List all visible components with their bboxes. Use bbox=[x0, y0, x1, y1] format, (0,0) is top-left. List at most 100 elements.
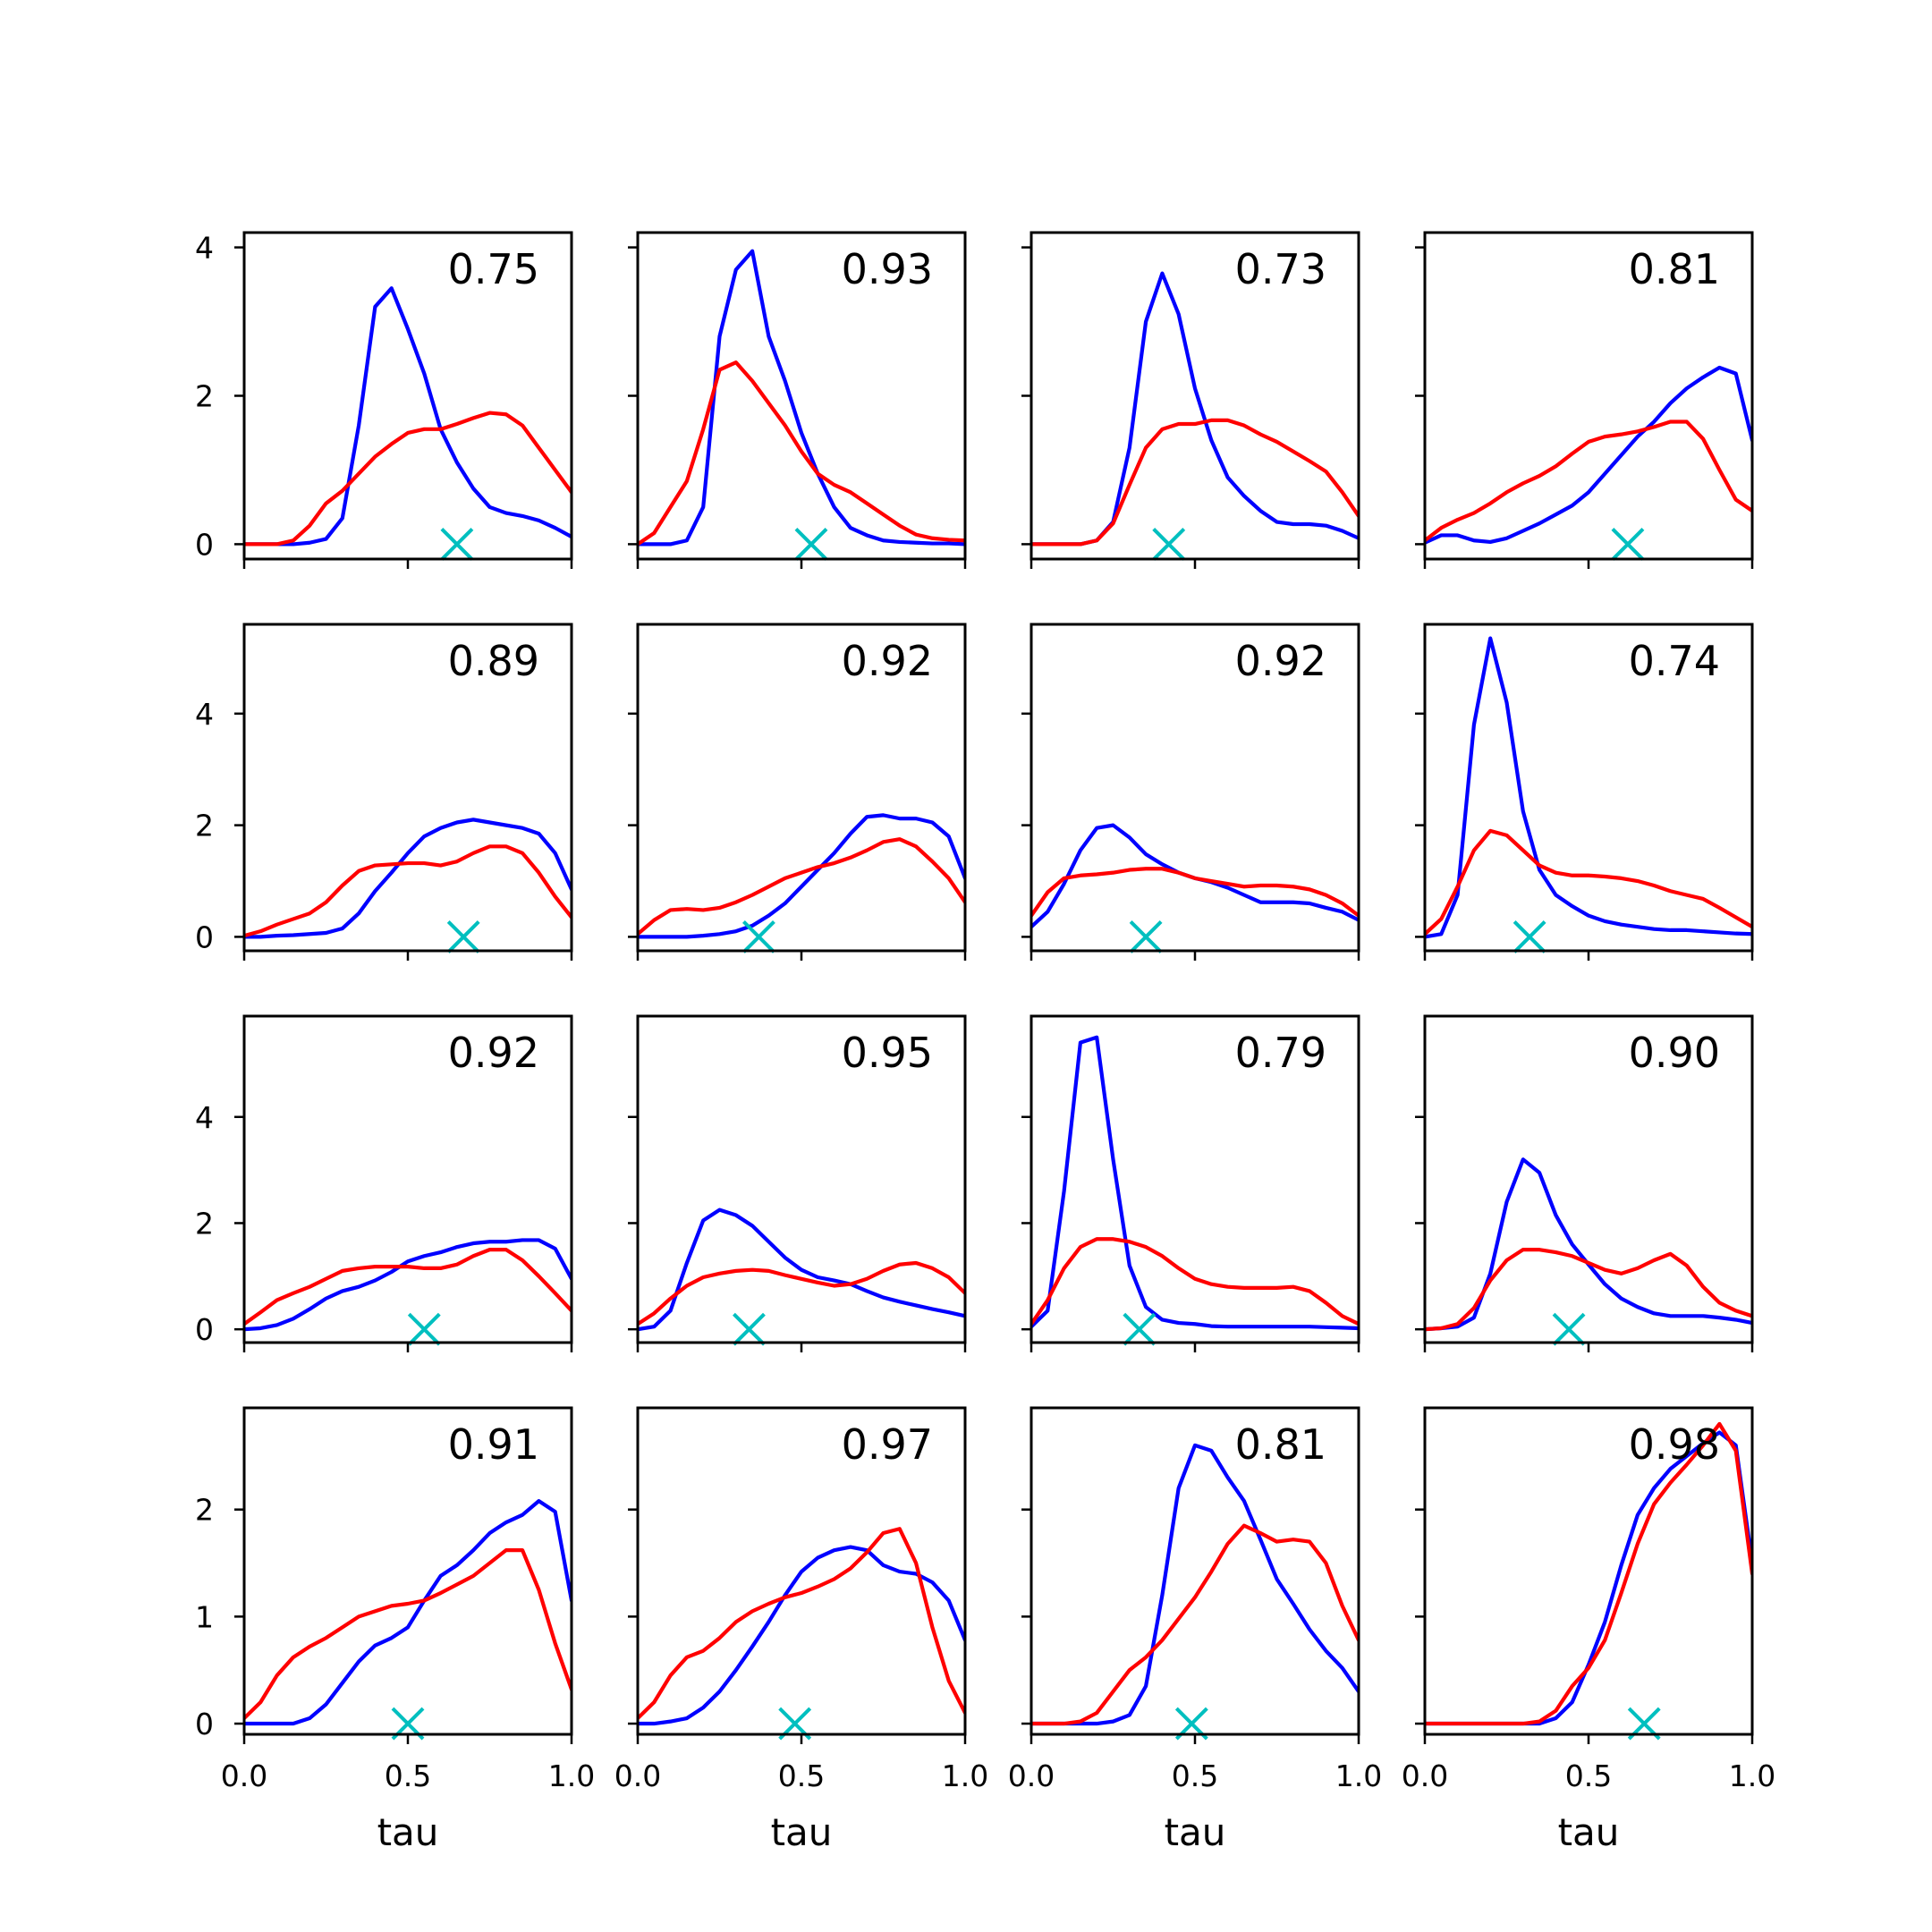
panel-9: 0.92 0 2 4 bbox=[195, 1014, 573, 1352]
x-axis-label: tau bbox=[771, 1810, 833, 1854]
panel-value-label: 0.93 bbox=[842, 245, 933, 293]
y-tick-label: 0 bbox=[195, 919, 214, 954]
marker-x bbox=[794, 527, 828, 561]
panel-value-label: 0.90 bbox=[1629, 1029, 1720, 1077]
x-tick-label: 0.5 bbox=[778, 1758, 825, 1793]
marker-x bbox=[733, 1312, 766, 1346]
y-tick-label: 0 bbox=[195, 1707, 214, 1741]
series-line bbox=[1425, 636, 1752, 939]
series-line bbox=[638, 1527, 965, 1721]
series-line bbox=[1425, 419, 1752, 543]
panel-value-label: 0.75 bbox=[448, 245, 539, 293]
x-tick-label: 0.0 bbox=[1402, 1758, 1448, 1793]
panel-14: 0.97 0.0 0.5 1.0 tau bbox=[614, 1406, 988, 1854]
x-tick-label: 0.5 bbox=[385, 1758, 431, 1793]
y-tick-label: 4 bbox=[195, 1100, 214, 1135]
series-line bbox=[1425, 1430, 1752, 1726]
y-tick-label: 2 bbox=[195, 1206, 214, 1241]
x-axis-label: tau bbox=[377, 1810, 439, 1854]
panel-2: 0.93 bbox=[628, 231, 967, 569]
marker-x bbox=[446, 919, 480, 953]
panel-1: 0.75 0 2 4 bbox=[195, 231, 573, 569]
x-tick-label: 0.5 bbox=[1565, 1758, 1612, 1793]
series-line bbox=[638, 1260, 965, 1326]
series-line bbox=[1031, 867, 1359, 918]
series-line bbox=[1031, 1523, 1359, 1726]
x-tick-label: 0.0 bbox=[221, 1758, 267, 1793]
marker-x bbox=[1152, 527, 1186, 561]
panel-value-label: 0.97 bbox=[842, 1420, 933, 1469]
marker-x bbox=[742, 919, 775, 953]
panel-value-label: 0.81 bbox=[1629, 245, 1720, 293]
series-line bbox=[1425, 1248, 1752, 1332]
panel-value-label: 0.92 bbox=[842, 637, 933, 685]
panel-10: 0.95 bbox=[628, 1014, 967, 1352]
marker-x bbox=[1123, 1312, 1157, 1346]
panel-15: 0.81 0.0 0.5 1.0 tau bbox=[1008, 1406, 1382, 1854]
panel-12: 0.90 bbox=[1415, 1014, 1754, 1352]
series-line bbox=[638, 1208, 965, 1332]
y-tick-label: 1 bbox=[195, 1599, 214, 1634]
panel-value-label: 0.73 bbox=[1235, 245, 1326, 293]
panel-4: 0.81 bbox=[1415, 231, 1754, 569]
panel-7: 0.92 bbox=[1021, 623, 1360, 961]
series-line bbox=[244, 286, 572, 547]
y-tick-label: 4 bbox=[195, 697, 214, 732]
panel-value-label: 0.79 bbox=[1235, 1029, 1326, 1077]
y-tick-label: 2 bbox=[195, 1493, 214, 1528]
panel-16: 0.98 0.0 0.5 1.0 tau bbox=[1402, 1406, 1775, 1854]
series-line bbox=[1031, 1237, 1359, 1326]
x-tick-label: 0.0 bbox=[1008, 1758, 1055, 1793]
x-tick-label: 0.0 bbox=[614, 1758, 661, 1793]
series-line bbox=[1425, 1157, 1752, 1332]
panel-value-label: 0.81 bbox=[1235, 1420, 1326, 1469]
y-tick-label: 2 bbox=[195, 809, 214, 843]
series-line bbox=[1425, 828, 1752, 936]
marker-x bbox=[1513, 919, 1546, 953]
series-line bbox=[244, 1499, 572, 1726]
panel-value-label: 0.89 bbox=[448, 637, 539, 685]
series-line bbox=[1425, 365, 1752, 545]
series-line bbox=[244, 1248, 572, 1326]
series-line bbox=[638, 813, 965, 939]
panel-8: 0.74 bbox=[1415, 623, 1754, 961]
series-line bbox=[244, 1238, 572, 1332]
y-tick-label: 4 bbox=[195, 231, 214, 266]
panel-3: 0.73 bbox=[1021, 231, 1360, 569]
marker-x bbox=[440, 527, 474, 561]
series-line bbox=[638, 837, 965, 936]
series-line bbox=[244, 411, 572, 547]
series-line bbox=[244, 844, 572, 938]
x-axis-label: tau bbox=[1165, 1810, 1226, 1854]
panel-value-label: 0.98 bbox=[1629, 1420, 1720, 1469]
series-line bbox=[1425, 1421, 1752, 1726]
y-tick-label: 0 bbox=[195, 1312, 214, 1347]
marker-x bbox=[1611, 527, 1645, 561]
y-tick-label: 0 bbox=[195, 527, 214, 562]
x-tick-label: 1.0 bbox=[1729, 1758, 1775, 1793]
series-line bbox=[1031, 1443, 1359, 1726]
x-tick-label: 1.0 bbox=[942, 1758, 988, 1793]
x-axis-label: tau bbox=[1558, 1810, 1620, 1854]
marker-x bbox=[1129, 919, 1163, 953]
panel-13: 0.91 0 1 2 0.0 0.5 1.0 tau bbox=[195, 1406, 595, 1854]
y-tick-label: 2 bbox=[195, 379, 214, 414]
series-line bbox=[1031, 1035, 1359, 1331]
x-tick-label: 1.0 bbox=[1335, 1758, 1382, 1793]
marker-x bbox=[407, 1312, 441, 1346]
series-line bbox=[244, 818, 572, 939]
panel-value-label: 0.74 bbox=[1629, 637, 1720, 685]
panel-value-label: 0.92 bbox=[448, 1029, 539, 1077]
panel-value-label: 0.95 bbox=[842, 1029, 933, 1077]
x-tick-label: 0.5 bbox=[1172, 1758, 1218, 1793]
series-line bbox=[638, 249, 965, 547]
marker-x bbox=[1552, 1312, 1586, 1346]
series-line bbox=[244, 1548, 572, 1721]
panel-value-label: 0.91 bbox=[448, 1420, 539, 1469]
series-line bbox=[1031, 418, 1359, 547]
panel-6: 0.92 bbox=[628, 623, 967, 961]
series-line bbox=[638, 1545, 965, 1726]
series-line bbox=[638, 360, 965, 547]
panel-value-label: 0.92 bbox=[1235, 637, 1326, 685]
